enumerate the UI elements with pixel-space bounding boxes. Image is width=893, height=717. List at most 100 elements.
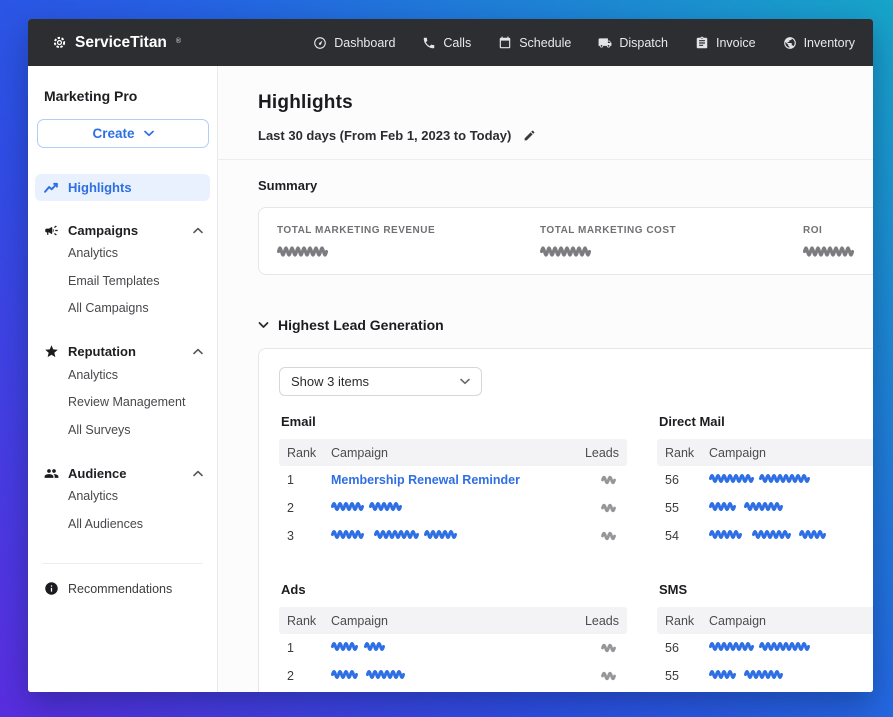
sidebar-item-review-management[interactable]: Review Management xyxy=(68,395,186,409)
sidebar-item-email-templates[interactable]: Email Templates xyxy=(68,273,160,288)
invoice-icon xyxy=(695,36,709,50)
sidebar-groups: Campaigns Analytics Email Templates All Cam… xyxy=(28,220,217,538)
servicetitan-logo-icon xyxy=(52,35,67,50)
leads-cell xyxy=(567,643,619,653)
chevron-down-icon xyxy=(143,130,154,137)
top-navbar: ServiceTitan ® Dashboard Calls Schedule Dis… xyxy=(28,19,873,66)
sidebar-item-label: Recommendations xyxy=(68,581,173,596)
sidebar-item-all-campaigns[interactable]: All Campaigns xyxy=(68,301,149,315)
sidebar-divider xyxy=(42,563,203,564)
rank-cell: 56 xyxy=(665,641,679,655)
redacted-value-scribble xyxy=(601,643,619,653)
rank-cell: 54 xyxy=(665,529,679,543)
table-title: Ads xyxy=(281,582,306,597)
lead-tables: Email Rank Campaign Leads 1 Membership Renewa… xyxy=(279,414,873,690)
sidebar-item-all-surveys[interactable]: All Surveys xyxy=(68,422,131,437)
rank-cell: 2 xyxy=(287,501,294,515)
edit-date-icon[interactable] xyxy=(523,129,536,142)
trending-up-icon xyxy=(44,180,59,195)
table-row: 54 xyxy=(657,522,873,550)
rank-cell: 55 xyxy=(665,669,679,683)
table-title: Email xyxy=(281,414,316,429)
table-row: 3 xyxy=(279,522,627,550)
metric-value xyxy=(803,245,873,258)
sidebar-item-highlights[interactable]: Highlights xyxy=(35,174,210,201)
nav-item-dispatch[interactable]: Dispatch xyxy=(598,36,668,50)
metric-value xyxy=(277,245,540,258)
metric-label: ROI xyxy=(803,225,823,236)
summary-metric: ROI xyxy=(803,225,873,258)
lead-generation-header[interactable]: Highest Lead Generation xyxy=(258,317,873,333)
truck-icon xyxy=(598,36,612,50)
nav-item-label: Dashboard xyxy=(334,35,396,50)
nav-item-invoice[interactable]: Invoice xyxy=(695,36,756,50)
redacted-value-scribble xyxy=(709,669,786,680)
column-header: Campaign xyxy=(331,613,388,628)
sidebar-item-all-audiences[interactable]: All Audiences xyxy=(68,516,144,531)
rank-cell: 1 xyxy=(287,473,294,487)
column-header: Rank xyxy=(287,445,317,460)
redacted-value-scribble xyxy=(331,641,386,652)
registered-mark: ® xyxy=(175,37,182,45)
rank-cell: 56 xyxy=(665,473,679,487)
table-row: 56 xyxy=(657,634,873,662)
sidebar-group-audience[interactable]: Audience xyxy=(44,463,203,483)
header-divider xyxy=(218,159,873,160)
chevron-down-icon xyxy=(460,378,470,385)
sidebar-group-reputation[interactable]: Reputation xyxy=(44,342,203,362)
lead-table-ads: Ads Rank Campaign Leads 1 2 xyxy=(279,582,627,690)
campaign-cell xyxy=(331,501,567,515)
metric-value xyxy=(540,245,803,258)
table-header: Rank Campaign xyxy=(657,607,873,634)
table-title: Direct Mail xyxy=(659,414,725,429)
date-range-text: Last 30 days (From Feb 1, 2023 to Today) xyxy=(258,128,512,143)
leads-cell xyxy=(567,671,619,681)
table-row: 1 xyxy=(279,634,627,662)
brand-text: ServiceTitan xyxy=(75,33,167,51)
sidebar-group-campaigns[interactable]: Campaigns xyxy=(44,220,203,240)
rank-cell: 2 xyxy=(287,669,294,683)
chevron-up-icon xyxy=(193,470,203,477)
dashboard-gauge-icon xyxy=(313,36,327,50)
summary-heading: Summary xyxy=(258,178,318,193)
campaign-cell xyxy=(331,669,567,683)
nav-item-dashboard[interactable]: Dashboard xyxy=(313,36,395,50)
sidebar-item-analytics[interactable]: Analytics xyxy=(68,489,119,503)
page-title: Highlights xyxy=(258,92,353,113)
people-icon xyxy=(44,466,59,481)
show-items-value: Show 3 items xyxy=(291,374,370,389)
redacted-value-scribble xyxy=(540,245,595,258)
column-header: Campaign xyxy=(331,445,388,460)
megaphone-icon xyxy=(44,223,59,238)
show-items-select[interactable]: Show 3 items xyxy=(279,367,482,396)
redacted-value-scribble xyxy=(601,475,619,485)
lead-table-sms: SMS Rank Campaign 56 55 xyxy=(657,582,873,690)
nav-item-inventory[interactable]: Inventory xyxy=(783,36,855,50)
create-button[interactable]: Create xyxy=(37,119,209,148)
sidebar-item-analytics[interactable]: Analytics xyxy=(68,367,119,382)
leads-cell xyxy=(567,503,619,513)
table-header: Rank Campaign xyxy=(657,439,873,466)
lead-generation-card: Show 3 items Email Rank Campaign Leads 1 Memb… xyxy=(258,348,873,692)
collapse-chevron-icon xyxy=(258,321,269,329)
date-range-row: Last 30 days (From Feb 1, 2023 to Today) xyxy=(258,128,873,143)
leads-cell xyxy=(567,475,619,485)
table-row: 56 xyxy=(657,466,873,494)
campaign-link[interactable]: Membership Renewal Reminder xyxy=(331,473,520,487)
sidebar-item-analytics[interactable]: Analytics xyxy=(68,246,119,260)
table-row: 2 xyxy=(279,662,627,690)
nav-item-label: Inventory xyxy=(803,35,855,50)
servicetitan-logo[interactable]: ServiceTitan ® xyxy=(52,34,181,52)
app-window: ServiceTitan ® Dashboard Calls Schedule Dis… xyxy=(28,19,873,692)
sidebar-group-label: Reputation xyxy=(68,344,136,359)
nav-item-label: Dispatch xyxy=(619,35,668,50)
campaign-cell xyxy=(709,529,873,543)
nav-item-calls[interactable]: Calls xyxy=(422,36,471,50)
redacted-value-scribble xyxy=(601,671,619,681)
campaign-cell xyxy=(709,669,873,683)
sidebar-item-recommendations[interactable]: Recommendations xyxy=(44,581,217,596)
nav-item-schedule[interactable]: Schedule xyxy=(498,36,571,50)
campaign-cell: Membership Renewal Reminder xyxy=(331,473,567,487)
rank-cell: 3 xyxy=(287,529,294,543)
rank-cell: 55 xyxy=(665,501,679,515)
